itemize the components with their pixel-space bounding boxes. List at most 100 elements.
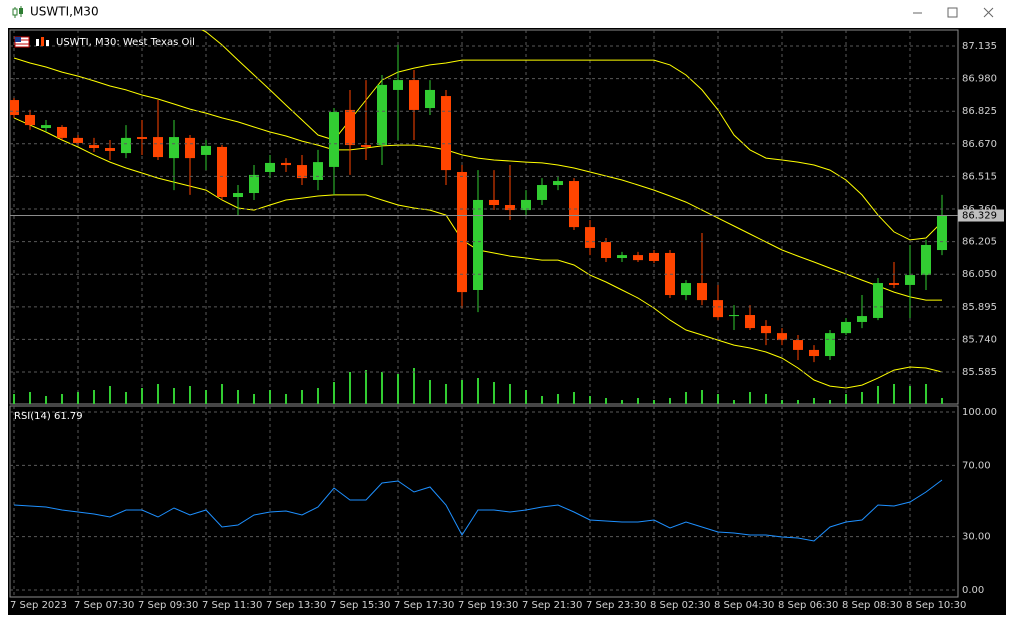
candle-body (857, 316, 867, 322)
candle-body (105, 148, 115, 151)
volume-bar (445, 384, 447, 404)
candle-body (89, 145, 99, 149)
rsi-line (13, 479, 943, 542)
candle-body (921, 244, 931, 276)
volume-bar (45, 396, 47, 404)
volume-bar (173, 388, 175, 404)
close-button[interactable] (983, 7, 994, 18)
y-tick-label: 0.00 (962, 585, 984, 596)
candle-body (793, 340, 803, 350)
candle-body (809, 349, 819, 357)
x-tick-label: 7 Sep 09:30 (138, 600, 198, 611)
y-tick-label: 86.050 (962, 269, 997, 280)
last-price-label: 86.329 (962, 211, 997, 222)
y-tick-label: 86.360 (962, 204, 997, 215)
candle-body (697, 283, 707, 301)
volume-bar (621, 400, 623, 404)
candle-body (217, 146, 227, 198)
candle-body (617, 255, 627, 259)
volume-bar (509, 384, 511, 404)
volume-bar (301, 390, 303, 404)
candle-body (681, 283, 691, 296)
y-tick-label: 85.895 (962, 302, 997, 313)
volume-bar (29, 392, 31, 404)
volume-bar (557, 394, 559, 404)
candle-body (761, 325, 771, 334)
candle-body (873, 283, 883, 318)
maximize-button[interactable] (947, 7, 958, 18)
candle-body (777, 333, 787, 341)
volume-bar (701, 390, 703, 404)
volume-bar (125, 392, 127, 404)
volume-bar (541, 396, 543, 404)
candle-body (745, 315, 755, 329)
candle-body (249, 174, 259, 194)
window-buttons[interactable] (913, 7, 994, 18)
y-tick-label: 30.00 (962, 532, 991, 543)
candle-body (409, 80, 419, 110)
candle-body (345, 109, 355, 146)
volume-bar (413, 368, 415, 404)
indicator-value: 61.79 (54, 411, 83, 422)
volume-bar (493, 382, 495, 404)
volume-bar (189, 386, 191, 404)
volume-bar (77, 392, 79, 404)
x-tick-label: 7 Sep 23:30 (586, 600, 646, 611)
y-tick-label: 85.740 (962, 334, 997, 345)
y-tick-label: 100.00 (962, 407, 997, 418)
volume-bar (765, 394, 767, 404)
volume-bar (669, 398, 671, 404)
candle-body (841, 321, 851, 334)
symbol-icon (14, 36, 49, 48)
x-tick-label: 7 Sep 07:30 (74, 600, 134, 611)
x-tick-label: 7 Sep 15:30 (330, 600, 390, 611)
volume-bar (269, 390, 271, 404)
volume-bar (861, 392, 863, 404)
volume-bar (381, 372, 383, 404)
candle-body (121, 137, 131, 154)
last-price-tag (958, 209, 1004, 222)
x-tick-label: 8 Sep 02:30 (650, 600, 710, 611)
x-tick-label: 7 Sep 19:30 (458, 600, 518, 611)
y-tick-label: 86.825 (962, 106, 997, 117)
volume-bar (877, 386, 879, 404)
y-tick-label: 86.205 (962, 237, 997, 248)
candle-body (601, 242, 611, 259)
volume-bar (573, 392, 575, 404)
candle-body (489, 199, 499, 206)
volume-bar (925, 384, 927, 404)
volume-bar (829, 400, 831, 404)
volume-bar (205, 390, 207, 404)
x-tick-label: 8 Sep 06:30 (778, 600, 838, 611)
volume-bar (397, 374, 399, 404)
candle-body (265, 162, 275, 172)
volume-bar (429, 380, 431, 404)
volume-bar (61, 394, 63, 404)
volume-bar (317, 388, 319, 404)
rsi-pane-border (9, 405, 959, 598)
candle-body (185, 137, 195, 159)
x-tick-label: 7 Sep 11:30 (202, 600, 262, 611)
plot-layer: 7 Sep 2023 7 Sep 07:30 7 Sep 09:30 7 Sep 11… (10, 30, 1004, 611)
price-plot (10, 30, 947, 404)
y-tick-label: 85.585 (962, 367, 997, 378)
volume-bar (221, 384, 223, 404)
candle-body (889, 283, 899, 285)
volume-bar (637, 398, 639, 404)
x-tick-label: 8 Sep 10:30 (906, 600, 966, 611)
rsi-plot (13, 479, 943, 542)
volume-bar (477, 378, 479, 404)
volume-bar (589, 396, 591, 404)
candle-body (41, 125, 51, 129)
volume-bar (653, 400, 655, 404)
volume-bar (845, 394, 847, 404)
candle-body (57, 126, 67, 138)
volume-bar (893, 384, 895, 404)
volume-bar (93, 390, 95, 404)
candle-body (633, 255, 643, 261)
candle-body (73, 137, 83, 143)
x-tick-label: 7 Sep 2023 (10, 600, 67, 611)
volume-bar (157, 384, 159, 404)
y-tick-label: 86.670 (962, 139, 997, 150)
